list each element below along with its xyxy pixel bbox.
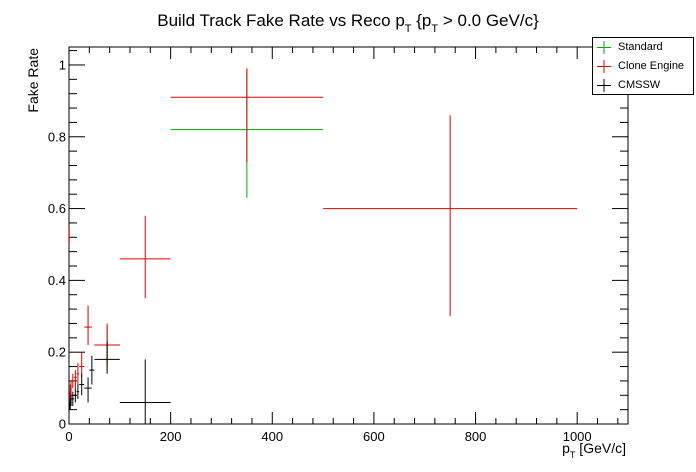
chart-title-tail2: > 0.0 GeV/c} (438, 11, 539, 30)
data-point (79, 373, 85, 396)
chart-title-tail: {p (412, 11, 432, 30)
data-point (68, 226, 70, 245)
x-tick-label: 400 (261, 429, 283, 444)
data-point (119, 359, 171, 424)
plot-frame (68, 46, 629, 425)
legend: Standard Clone Engine CMSSW (592, 37, 694, 95)
chart-title: Build Track Fake Rate vs Reco pT {pT > 0… (157, 11, 539, 35)
data-point (74, 388, 77, 403)
x-tick-label: 1000 (563, 429, 592, 444)
x-tick-label: 0 (65, 429, 72, 444)
data-point (84, 377, 92, 403)
chart-title-sub: T (405, 23, 412, 35)
axis-tick-labels: 0 200 400 600 800 1000 0 0.2 0.4 0.6 0.8 1 (48, 57, 592, 444)
legend-entry-standard: Standard (593, 38, 693, 57)
y-tick-label: 1 (59, 57, 66, 72)
x-axis-label-main: p (562, 440, 570, 456)
legend-symbol-standard (597, 41, 611, 54)
legend-label-cmssw: CMSSW (618, 79, 661, 91)
data-point (119, 215, 171, 299)
series-standard (94, 68, 324, 363)
x-axis-label-sub: T (570, 450, 576, 460)
data-point (79, 352, 85, 378)
chart-title-main: Build Track Fake Rate vs Reco p (157, 11, 405, 30)
data-point (94, 341, 120, 374)
y-tick-label: 0.4 (48, 273, 66, 288)
y-axis-label: Fake Rate (25, 48, 41, 113)
data-point (71, 373, 75, 389)
x-axis-label: pT [GeV/c] (562, 440, 626, 460)
data-point (71, 391, 75, 407)
series-cmssw (69, 341, 171, 424)
legend-label-standard: Standard (618, 41, 663, 53)
x-axis-label-tail: [GeV/c] (575, 440, 626, 456)
data-point (69, 402, 71, 410)
data-point (170, 68, 324, 162)
x-tick-label: 800 (465, 429, 487, 444)
legend-entry-cmssw: CMSSW (593, 76, 693, 95)
x-tick-label: 600 (363, 429, 385, 444)
data-marks (68, 68, 578, 424)
x-tick-label: 200 (160, 429, 182, 444)
axis-ticks (68, 47, 628, 425)
y-tick-label: 0 (59, 417, 66, 432)
legend-symbol-cmssw (597, 79, 611, 92)
legend-symbol-clone-engine (597, 60, 611, 73)
legend-entry-clone-engine: Clone Engine (593, 57, 693, 76)
y-tick-label: 0.2 (48, 345, 66, 360)
data-point (76, 384, 80, 399)
data-point (76, 362, 80, 385)
data-point (74, 370, 77, 389)
data-point (89, 355, 95, 385)
chart-title-sub2: T (431, 23, 438, 35)
series-clone-engine (68, 68, 578, 403)
data-point (84, 305, 92, 346)
data-point (323, 115, 578, 317)
y-tick-label: 0.8 (48, 129, 66, 144)
legend-label-clone-engine: Clone Engine (618, 60, 685, 72)
y-tick-label: 0.6 (48, 201, 66, 216)
